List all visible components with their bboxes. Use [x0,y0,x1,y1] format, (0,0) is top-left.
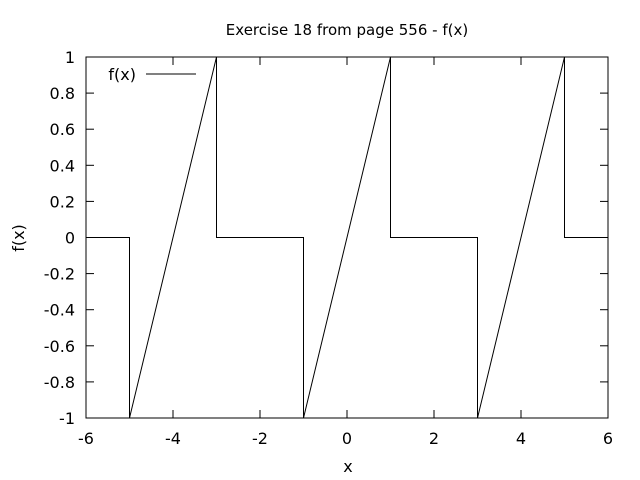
y-axis: -1 -0.8 -0.6 -0.4 -0.2 0 0.2 0.4 0.6 0.8 1 [44,48,608,428]
y-tick-label: 0.8 [50,84,75,103]
y-tick-label: 0.4 [50,156,75,175]
y-tick-label: -1 [59,409,75,428]
y-tick-label: -0.4 [44,301,75,320]
legend-label: f(x) [108,65,136,84]
x-tick-label: 2 [429,429,439,448]
y-tick-label: 0.2 [50,192,75,211]
x-tick-label: 4 [516,429,526,448]
x-tick-label: -2 [252,429,268,448]
x-tick-label: 0 [342,429,352,448]
x-tick-label: -4 [165,429,181,448]
y-axis-label: f(x) [9,224,28,252]
legend: f(x) [108,65,196,84]
y-tick-label: 0 [65,229,75,248]
y-tick-label: -0.2 [44,265,75,284]
chart-title: Exercise 18 from page 556 - f(x) [226,21,468,39]
series-line [86,56,608,419]
y-tick-label: 1 [65,48,75,67]
y-tick-label: -0.6 [44,337,75,356]
x-tick-label: -6 [78,429,94,448]
y-tick-label: -0.8 [44,373,75,392]
x-tick-label: 6 [603,429,613,448]
series-layer [86,56,608,419]
x-axis-label: x [343,457,352,476]
x-axis: -6 -4 -2 0 2 4 6 [78,57,613,448]
y-tick-label: 0.6 [50,120,75,139]
